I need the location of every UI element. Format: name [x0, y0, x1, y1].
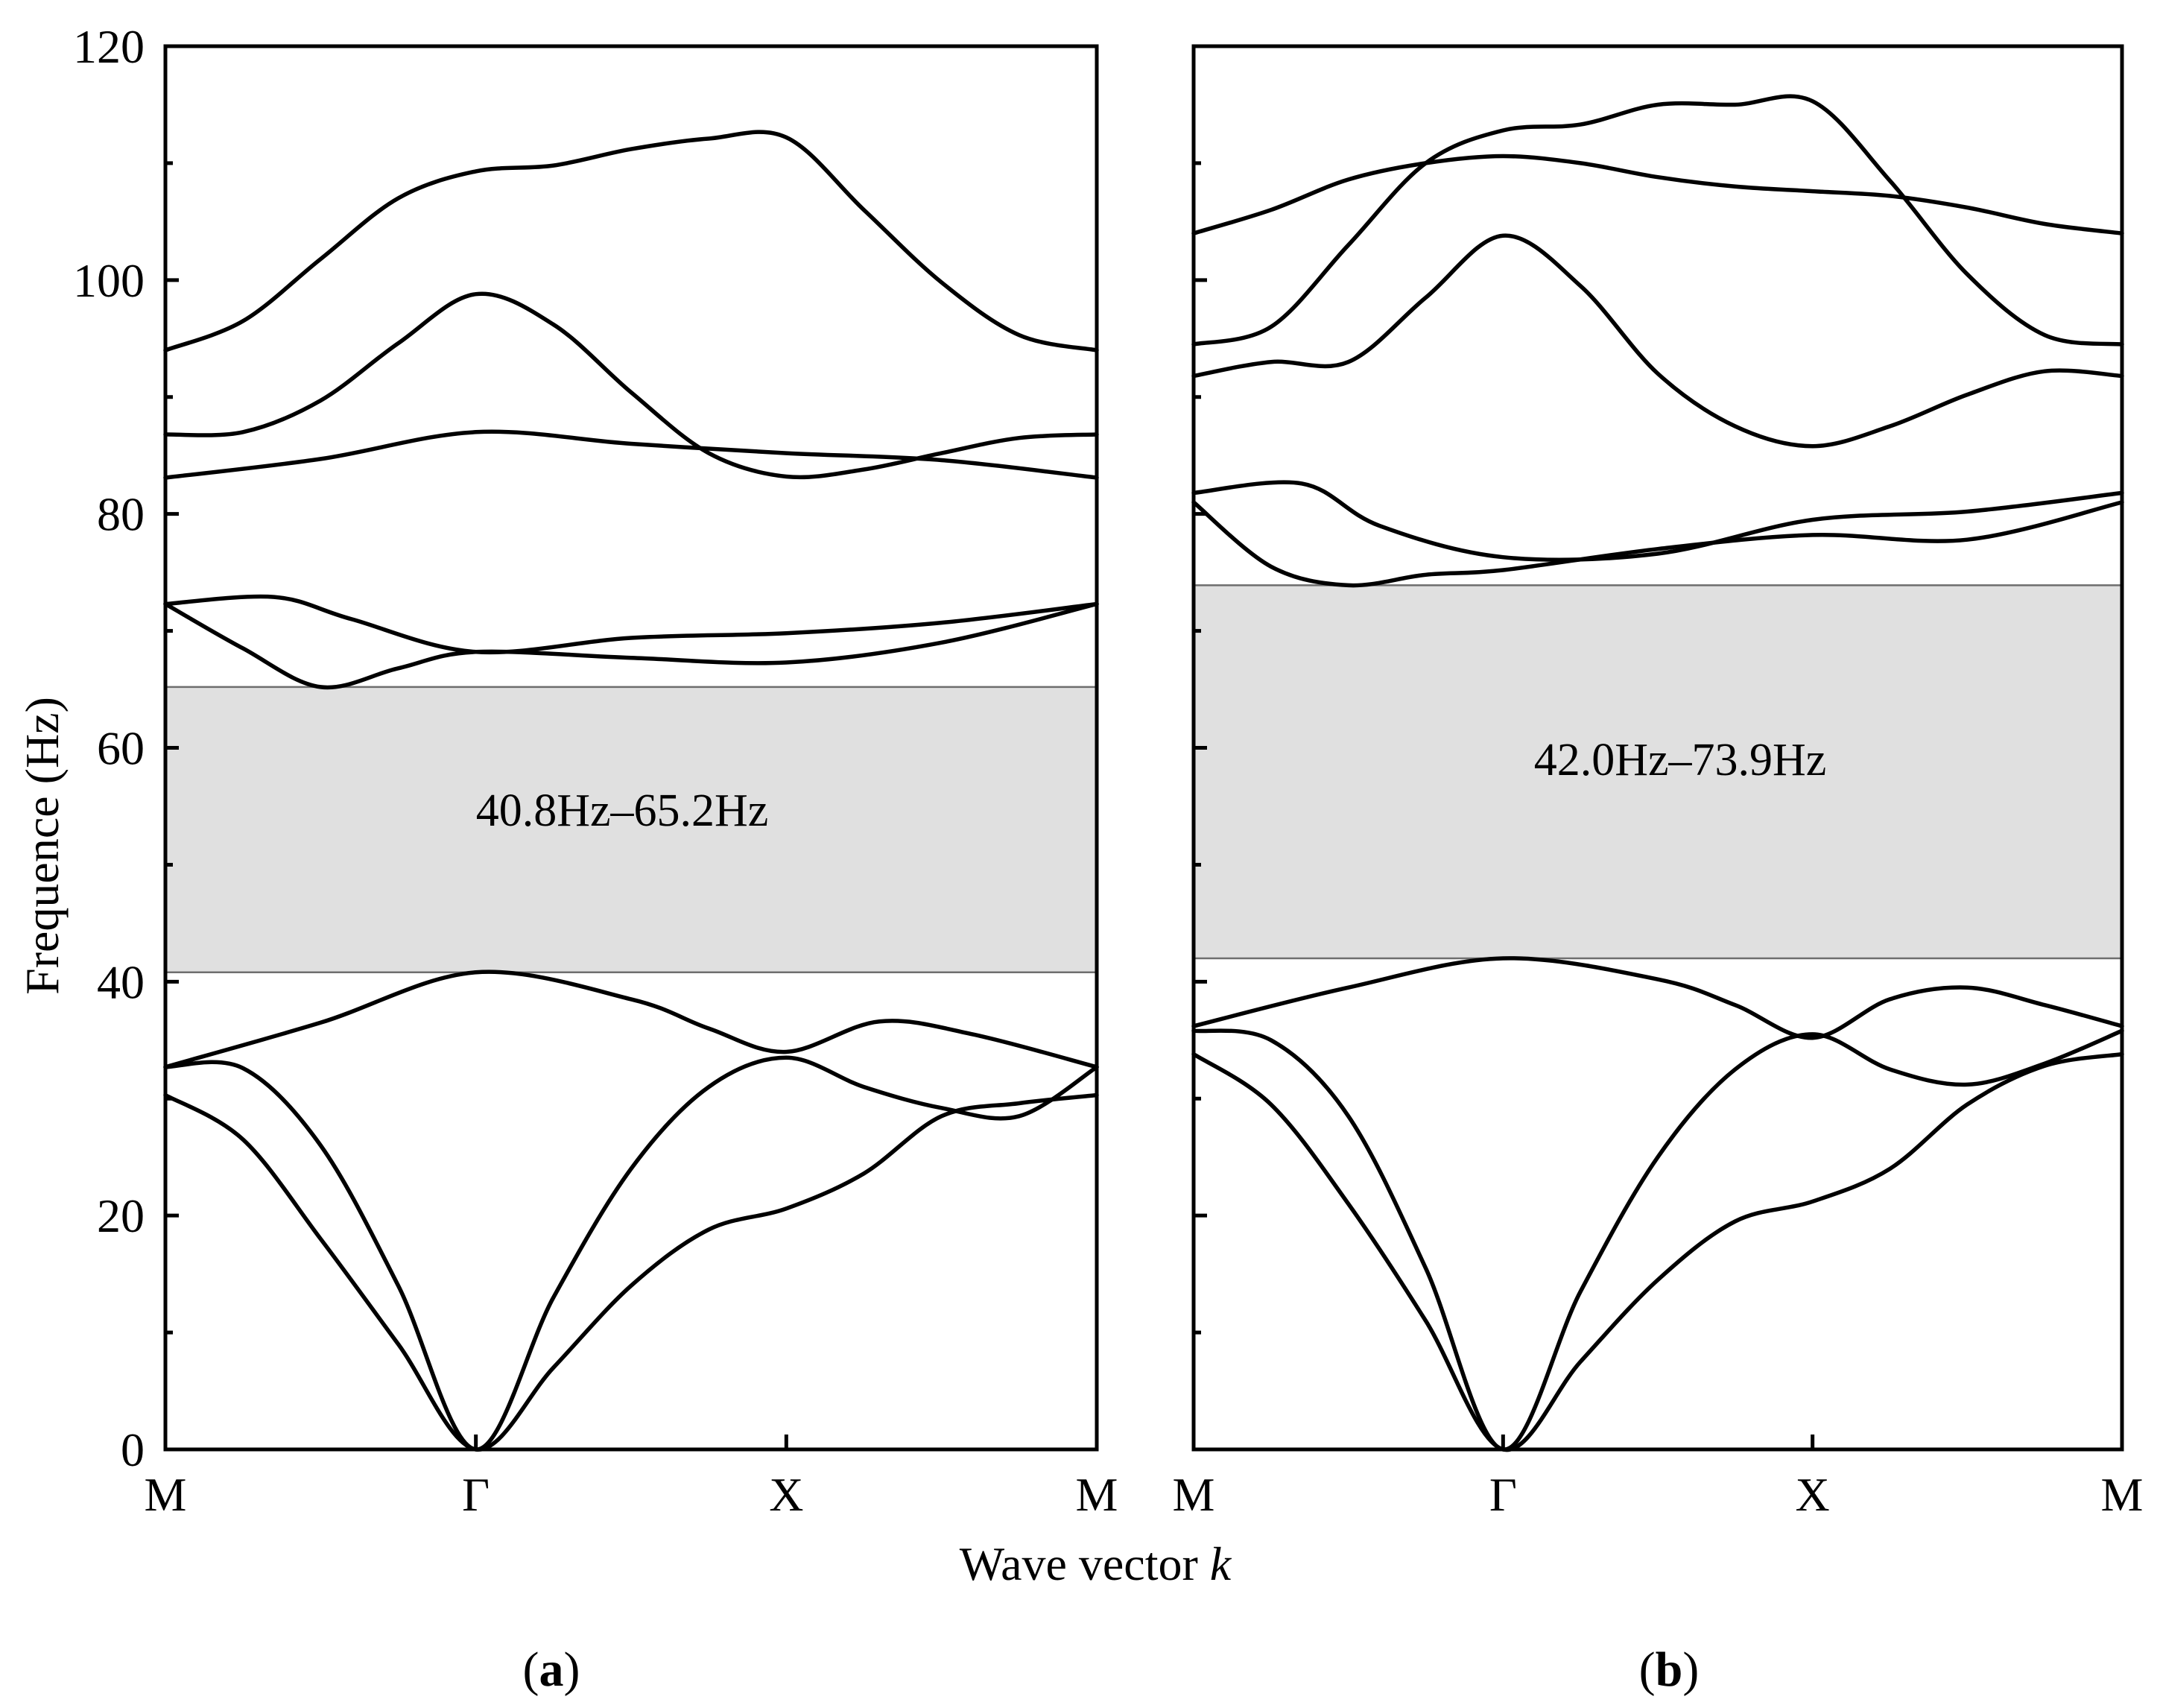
y-tick-label: 80 [97, 488, 145, 541]
dispersion-curve-1 [163, 1092, 1099, 1452]
y-tick-label: 60 [97, 722, 145, 775]
dispersion-curve-4 [1191, 500, 2124, 588]
dispersion-curve-7 [163, 291, 1099, 480]
bandgap-label: 40.8Hz–65.2Hz [476, 785, 769, 836]
panel-a: 40.8Hz–65.2Hz 0 20 40 60 80 100 120 M Γ X M (a) [73, 20, 1118, 1697]
dispersion-curve-3 [163, 970, 1099, 1069]
bandgap-region [165, 686, 1097, 972]
y-tick-label: 120 [73, 20, 145, 73]
plot-frame [1191, 44, 2124, 1452]
x-tick-label: Γ [462, 1468, 490, 1521]
x-tick-label: M [1076, 1468, 1118, 1521]
dispersion-curve-8 [1191, 154, 2124, 235]
dispersion-curve-6 [163, 429, 1099, 480]
dispersion-curve-4 [163, 601, 1099, 690]
bandgap-region [1194, 585, 2122, 958]
dispersion-curve-2 [1191, 1028, 2124, 1452]
x-axis-title: Wave vector k [960, 1537, 1232, 1590]
dispersion-curve-5 [1191, 480, 2124, 562]
x-tick-label: X [1796, 1468, 1830, 1521]
panel-label: (a) [523, 1642, 580, 1697]
panel-b: 42.0Hz–73.9Hz M Γ X M (b) [1173, 44, 2144, 1697]
y-tick-label: 0 [121, 1423, 145, 1476]
dispersion-curve-8 [163, 130, 1099, 352]
x-tick-label: Γ [1489, 1468, 1517, 1521]
x-tick-label: M [1173, 1468, 1215, 1521]
dispersion-curve-5 [163, 594, 1099, 655]
y-tick-label: 20 [97, 1189, 145, 1242]
panel-label: (b) [1639, 1642, 1700, 1697]
bandgap-label: 42.0Hz–73.9Hz [1534, 735, 1827, 785]
dispersion-curve-2 [163, 1055, 1099, 1452]
plot-frame [163, 44, 1099, 1452]
dispersion-curve-6 [1191, 233, 2124, 449]
x-axis-title-text: Wave vector [960, 1537, 1210, 1590]
x-axis-title-variable: k [1210, 1537, 1232, 1590]
y-axis-title: Frequence (Hz) [16, 697, 69, 995]
dispersion-curve-1 [1191, 1051, 2124, 1452]
x-tick-label: M [145, 1468, 187, 1521]
dispersion-curve-7 [1191, 94, 2124, 347]
y-tick-label: 40 [97, 955, 145, 1008]
x-tick-label: M [2101, 1468, 2144, 1521]
y-tick-label: 100 [73, 254, 145, 307]
dispersion-curve-3 [1191, 956, 2124, 1040]
x-tick-label: X [769, 1468, 803, 1521]
